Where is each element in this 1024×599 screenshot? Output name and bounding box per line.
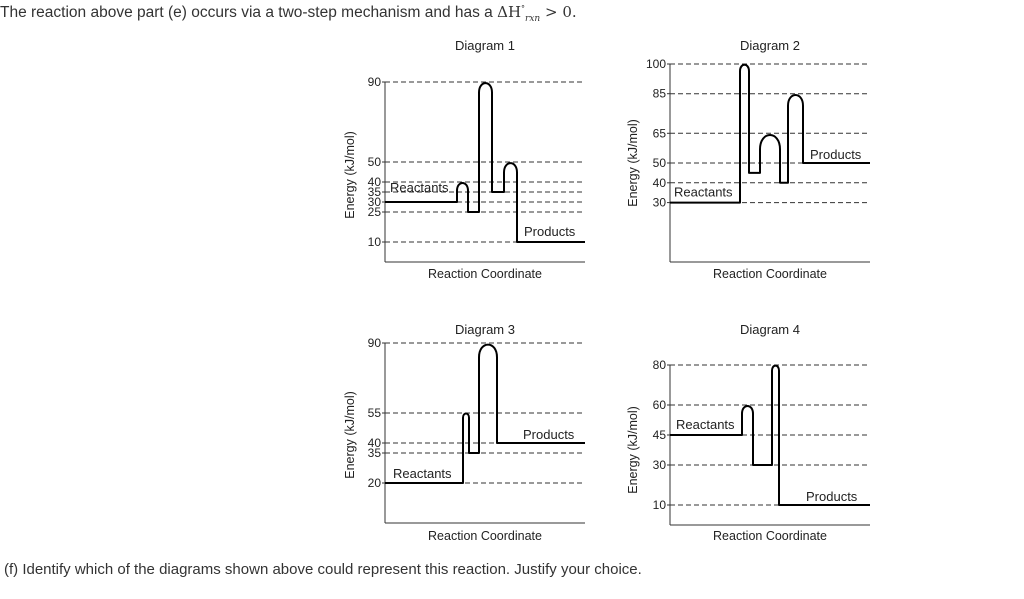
products-label: Products [524,224,576,239]
y-tick-label: 80 [653,358,667,372]
energy-profile-curve [385,343,585,484]
y-tick-label: 35 [368,446,382,460]
diagram-title: Diagram 4 [740,322,800,337]
y-tick-label: 20 [368,476,382,490]
y-tick-label: 50 [368,155,382,169]
y-tick-label: 90 [368,336,382,350]
delta-h-subscript: rxn [525,14,541,24]
question-text: The reaction above part (e) occurs via a… [0,3,577,24]
y-tick-label: 40 [368,175,382,189]
products-label: Products [523,427,575,442]
diagram-title: Diagram 3 [455,322,515,337]
y-tick-label: 35 [368,185,382,199]
y-axis-label: Energy (kJ/mol) [626,119,640,207]
y-tick-label: 40 [368,436,382,450]
y-tick-label: 30 [368,195,382,209]
reactants-label: Reactants [393,466,452,481]
products-label: Products [810,147,862,162]
x-axis-label: Reaction Coordinate [428,267,542,281]
y-tick-label: 60 [653,398,667,412]
y-tick-label: 55 [368,406,382,420]
y-tick-label: 50 [653,156,667,170]
x-axis-label: Reaction Coordinate [428,529,542,543]
reactants-label: Reactants [390,180,449,195]
diagram-title: Diagram 2 [740,38,800,53]
y-tick-label: 100 [646,57,666,71]
x-axis-label: Reaction Coordinate [713,529,827,543]
reactants-label: Reactants [674,185,733,200]
reactants-label: Reactants [676,417,735,432]
energy-profile-curve [670,63,870,204]
delta-h-standard-mark: ° [521,4,526,13]
delta-h-relation: > 0. [545,3,577,21]
y-tick-label: 40 [653,176,667,190]
prompt-text: (f) Identify which of the diagrams shown… [4,561,642,578]
y-axis-label: Energy (kJ/mol) [343,131,357,219]
energy-profile-curve [670,364,870,506]
diagram-4: Diagram 4 10 30 45 60 80 Reaction Coordinate En… [626,322,870,543]
y-tick-label: 85 [653,87,667,101]
y-tick-label: 90 [368,75,382,89]
diagram-title: Diagram 1 [455,38,515,53]
products-label: Products [806,489,858,504]
y-tick-label: 10 [368,235,382,249]
y-tick-label: 65 [653,126,667,140]
y-tick-label: 25 [368,205,382,219]
y-tick-label: 30 [653,196,667,210]
diagram-2: Diagram 2 30 40 50 65 85 100 Reaction Coordinat… [626,38,870,281]
y-tick-label: 10 [653,498,667,512]
energy-profile-curve [385,82,585,243]
x-axis-label: Reaction Coordinate [713,267,827,281]
y-tick-label: 30 [653,458,667,472]
delta-h-expression: ΔH°rxn > 0. [497,3,577,24]
delta-h-symbol: ΔH [497,3,522,21]
question-lead: The reaction above part (e) occurs via a… [0,4,493,21]
y-tick-label: 45 [653,428,667,442]
y-axis-label: Energy (kJ/mol) [343,391,357,479]
y-axis-label: Energy (kJ/mol) [626,406,640,494]
